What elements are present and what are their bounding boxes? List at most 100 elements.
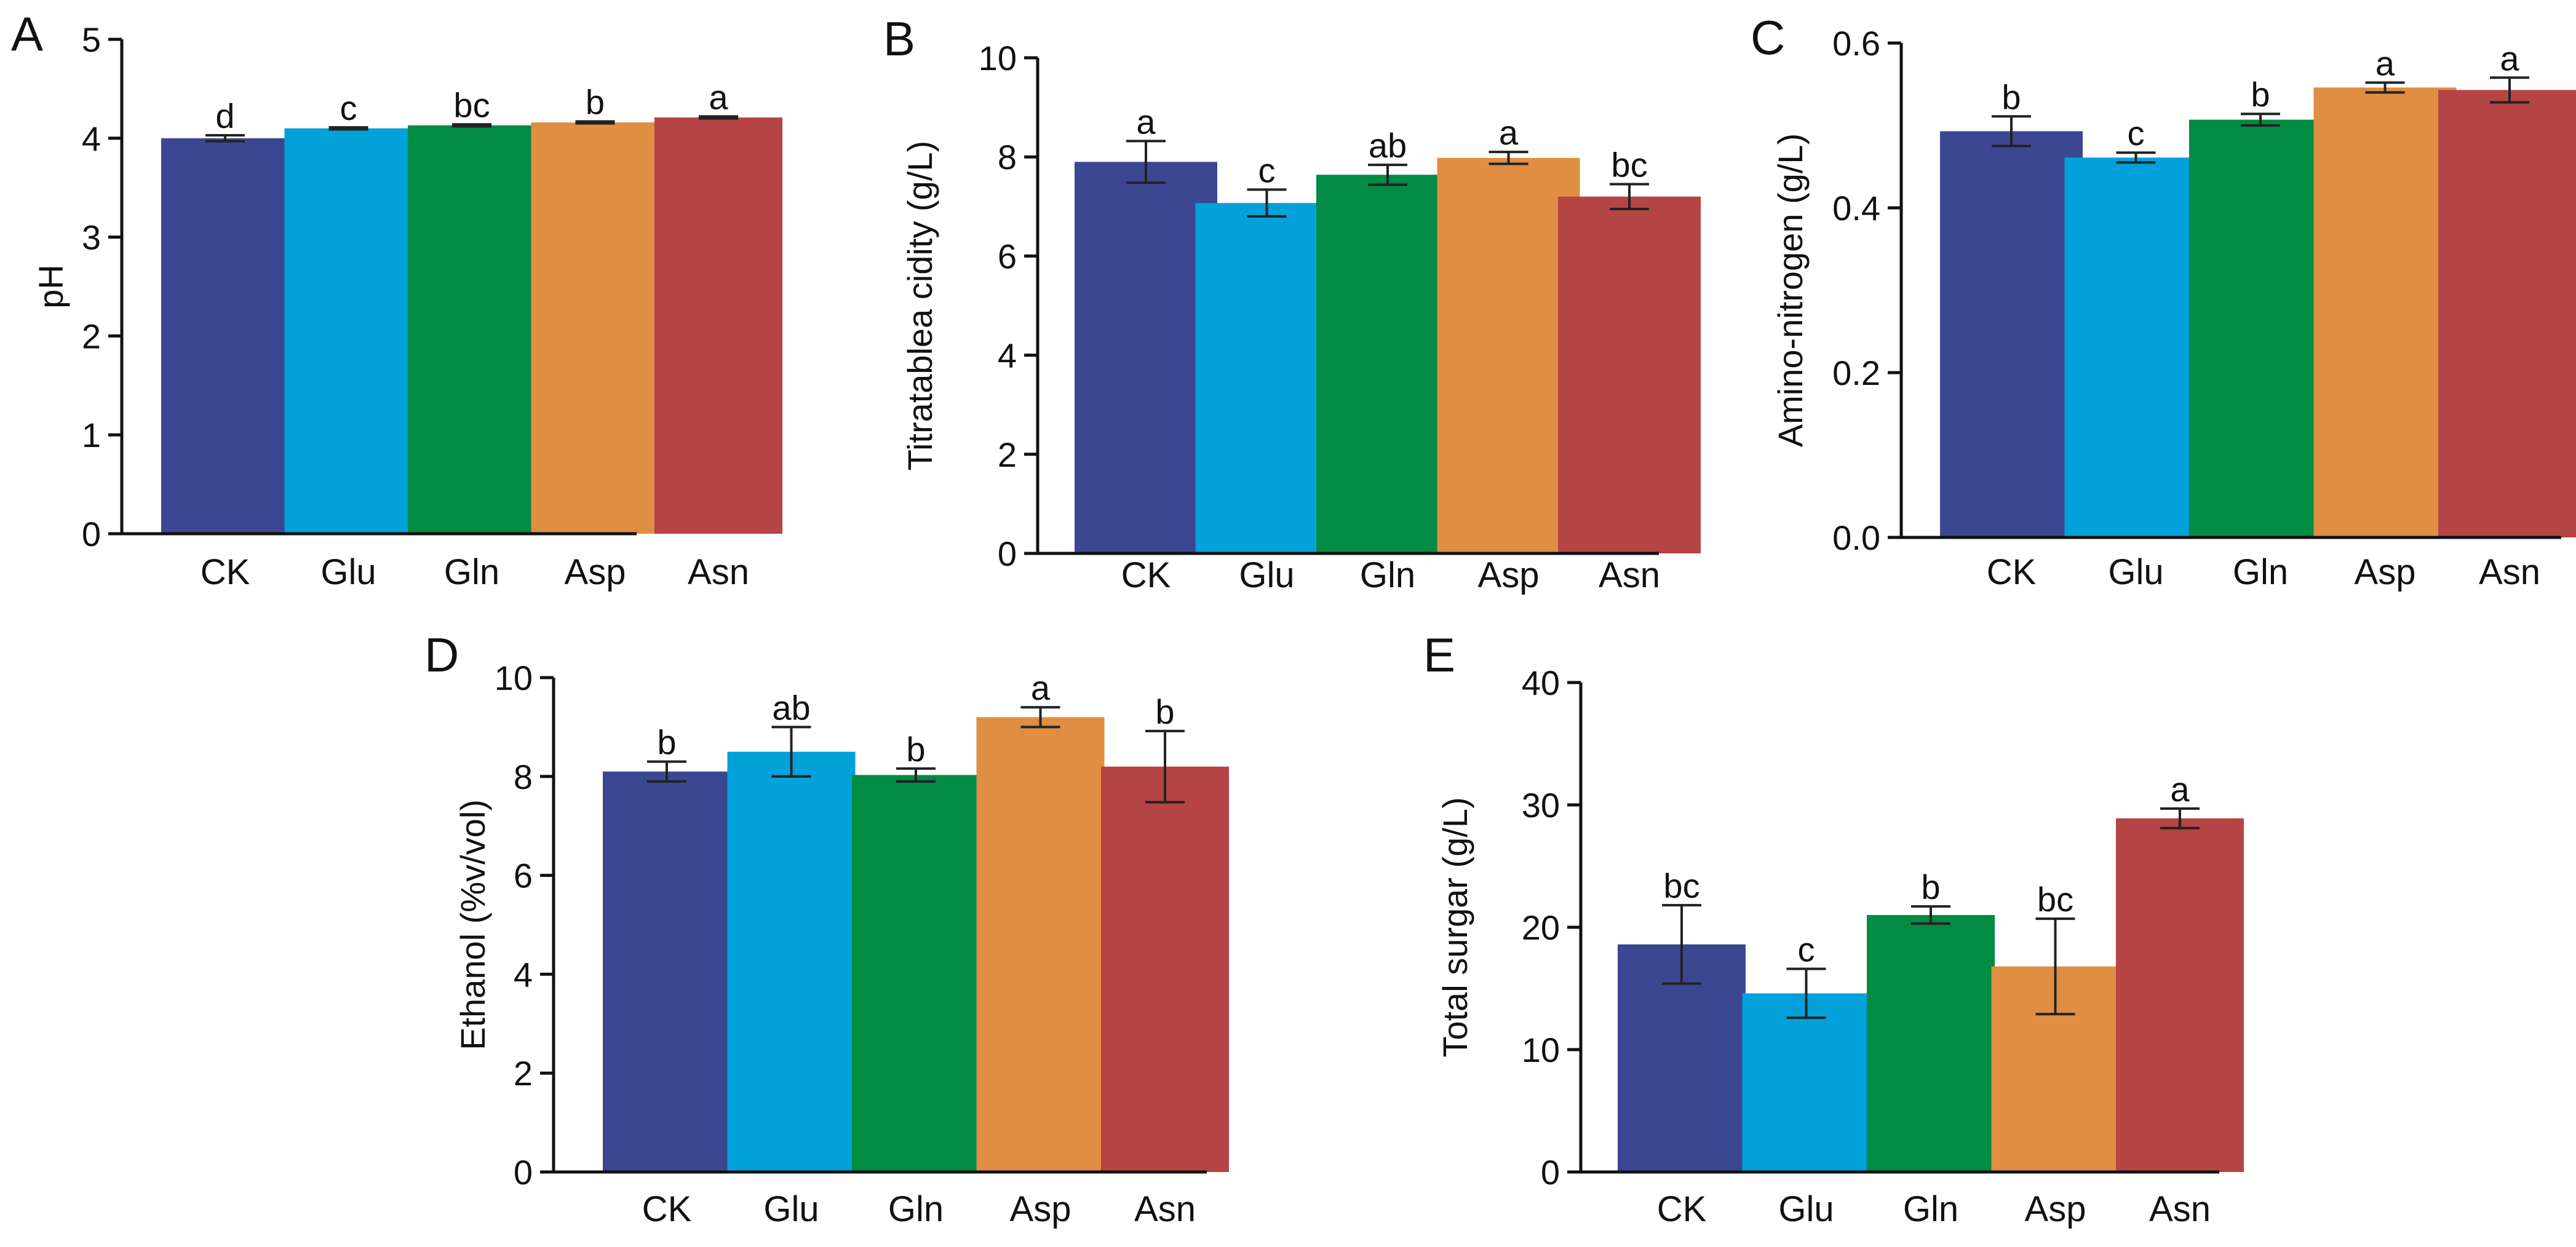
significance-label-glu: c [2128, 114, 2145, 152]
significance-label-ck: a [1136, 102, 1156, 141]
significance-label-glu: c [340, 89, 357, 127]
error-bar-glu [2116, 151, 2156, 164]
panel-a: ApH d CK c Glu bc Gln b Asp a Asn 0 1 2 3 4 5 [11, 7, 782, 592]
panel-letter: D [424, 628, 459, 682]
error-bar-gln [1911, 905, 1950, 925]
y-tick-label: 1 [82, 416, 101, 454]
significance-label-gln: b [1921, 868, 1940, 906]
y-axis-title: Ethanol (%v/vol) [453, 799, 492, 1050]
x-tick-label-glu: Glu [2108, 552, 2163, 592]
y-tick-label: 8 [514, 758, 533, 796]
x-tick-label-ck: CK [1987, 552, 2037, 592]
bar-asn [2116, 818, 2244, 1172]
x-tick-label-gln: Gln [1903, 1189, 1958, 1229]
y-axis-title: Total surgar (g/L) [1436, 797, 1474, 1057]
error-bar-glu [1247, 188, 1287, 218]
y-tick-label: 0.4 [1832, 189, 1880, 228]
error-bar-gln [2241, 113, 2280, 127]
bar-gln [1867, 915, 1995, 1172]
panel-e: E Total surgar (g/L) bc CK c Glu b Gln bc Asp a Asn… [1423, 628, 2244, 1229]
y-tick-label: 10 [1522, 1031, 1560, 1069]
x-tick-label-gln: Gln [888, 1189, 944, 1229]
error-bar-glu [328, 126, 368, 131]
bar-ck [1940, 131, 2083, 537]
significance-label-asn: bc [1611, 146, 1647, 184]
significance-label-asn: a [2500, 39, 2519, 77]
y-tick-label: 2 [998, 435, 1017, 474]
y-tick-label: 40 [1522, 663, 1560, 702]
y-tick-label: 0 [998, 534, 1017, 573]
significance-label-asp: a [1031, 668, 1051, 707]
bar-asp [531, 122, 659, 534]
error-bar-glu [771, 726, 811, 778]
error-bar-asp [1489, 151, 1529, 165]
y-tick-label: 5 [82, 20, 101, 59]
bar-glu [284, 128, 413, 534]
bar-glu [2064, 157, 2208, 537]
significance-label-gln: ab [1369, 126, 1407, 165]
bar-gln [852, 775, 980, 1172]
x-tick-label-asp: Asp [1010, 1189, 1071, 1229]
bar-ck [161, 138, 289, 534]
x-tick-label-asn: Asn [1599, 555, 1660, 595]
error-bar-gln [1368, 164, 1407, 186]
y-axis-title: Titratablea cidity (g/L) [900, 141, 939, 470]
x-tick-label-ck: CK [642, 1189, 692, 1229]
y-tick-label: 4 [82, 119, 101, 158]
panel-c: C Amino-nitrogen (g/L) b CK c Glu b Gln a Asp a Asn… [1751, 10, 2576, 592]
y-tick-label: 0.2 [1832, 354, 1880, 392]
panel-letter: E [1423, 628, 1455, 682]
panel-d: D Ethanol (%v/vol) b CK ab Glu b Gln a Asp b Asn 0 2 4… [424, 628, 1229, 1229]
significance-label-asp: b [586, 82, 605, 121]
significance-label-gln: b [2251, 75, 2270, 114]
bar-ck [603, 771, 731, 1172]
significance-label-ck: d [215, 97, 234, 135]
error-bar-glu [1786, 967, 1826, 1019]
x-tick-label-glu: Glu [1239, 555, 1294, 595]
y-tick-label: 3 [82, 218, 101, 257]
y-tick-label: 4 [998, 336, 1017, 375]
error-bar-asn [2160, 807, 2200, 829]
y-tick-label: 0 [514, 1153, 533, 1192]
x-tick-label-gln: Gln [1360, 555, 1415, 595]
significance-label-ck: b [657, 723, 676, 762]
x-tick-label-ck: CK [1657, 1189, 1707, 1229]
y-tick-label: 2 [82, 317, 101, 355]
error-bar-asn [2490, 76, 2529, 104]
significance-label-asn: a [2170, 770, 2190, 809]
significance-label-gln: bc [453, 85, 490, 124]
error-bar-asp [2365, 81, 2405, 94]
y-tick-label: 0 [82, 515, 101, 553]
bar-ck [1075, 162, 1217, 553]
error-bar-asp [575, 120, 615, 125]
error-bar-ck [1662, 904, 1701, 985]
x-tick-label-ck: CK [1121, 555, 1171, 595]
y-tick-label: 8 [998, 138, 1017, 176]
x-tick-label-ck: CK [201, 552, 250, 592]
bar-asp [1437, 157, 1580, 553]
x-tick-label-asn: Asn [1134, 1189, 1196, 1229]
significance-label-ck: b [2002, 77, 2021, 116]
significance-label-asn: b [1155, 692, 1174, 731]
y-tick-label: 2 [514, 1054, 533, 1093]
panel-letter: B [883, 12, 915, 66]
error-bar-asp [1020, 706, 1060, 729]
bar-asp [976, 717, 1105, 1172]
significance-label-gln: b [906, 730, 925, 769]
y-tick-label: 10 [979, 39, 1017, 77]
error-bar-asn [1610, 183, 1649, 210]
significance-label-asp: a [2375, 44, 2395, 82]
x-tick-label-glu: Glu [1778, 1189, 1834, 1229]
significance-label-glu: c [1258, 151, 1276, 189]
x-tick-label-glu: Glu [320, 552, 376, 592]
bar-gln [2189, 119, 2332, 537]
x-tick-label-asp: Asp [2025, 1189, 2086, 1229]
x-tick-label-asp: Asp [565, 552, 626, 592]
error-bar-ck [205, 133, 245, 143]
bar-asn [654, 117, 782, 534]
bar-gln [408, 125, 536, 534]
panel-letter: A [11, 7, 43, 61]
panel-b: B Titratablea cidity (g/L) a CK c Glu ab Gln a As… [883, 12, 1701, 595]
significance-label-glu: ab [772, 688, 810, 727]
